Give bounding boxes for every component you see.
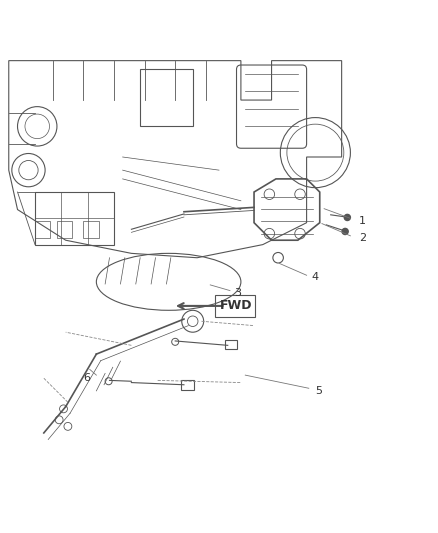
FancyBboxPatch shape [225,340,237,349]
Circle shape [342,229,348,235]
Text: 3: 3 [234,288,241,298]
Circle shape [344,214,350,221]
Text: 1: 1 [359,215,366,225]
Text: 5: 5 [315,386,322,397]
Text: FWD: FWD [219,300,252,312]
Text: 4: 4 [311,272,318,282]
Text: 2: 2 [359,233,366,243]
FancyBboxPatch shape [181,379,194,390]
Text: 6: 6 [83,373,90,383]
